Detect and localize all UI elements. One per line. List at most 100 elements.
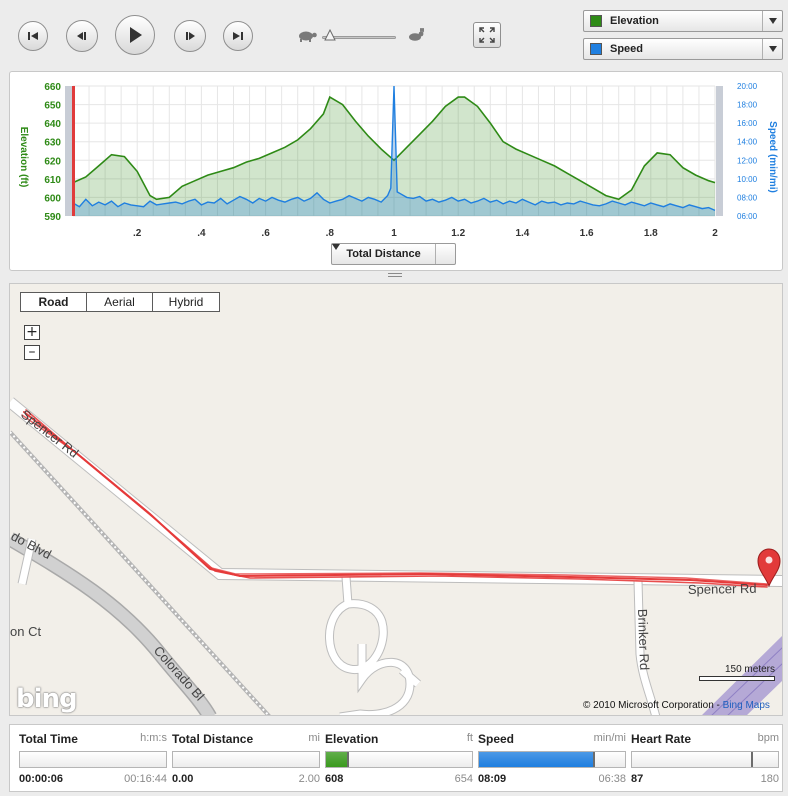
bing-maps-link[interactable]: Bing Maps: [722, 700, 770, 711]
speed-slider-thumb[interactable]: [323, 29, 336, 41]
y-right-tick-label: 06:00: [737, 212, 758, 221]
secondary-series-select[interactable]: Speed: [583, 38, 783, 60]
y-left-axis-title: Elevation (ft): [18, 127, 29, 188]
stat-speed: Speed min/mi 08:09 06:38: [478, 725, 626, 793]
scale-bar-graphic: [699, 676, 775, 681]
elevation-line: [72, 95, 716, 201]
map-type-hybrid[interactable]: Hybrid: [168, 295, 204, 309]
stat-name: Speed: [478, 732, 515, 746]
stat-bar-marker: [346, 752, 349, 767]
rabbit-icon: [409, 28, 424, 41]
stat-value: 0.00: [172, 773, 194, 785]
y-right-tick-label: 12:00: [737, 156, 758, 165]
x-tick-label: 2: [712, 228, 718, 239]
stat-unit: bpm: [757, 732, 779, 744]
right-axis-scrollbar[interactable]: [716, 86, 723, 216]
y-left-tick-label: 610: [44, 175, 61, 186]
x-tick-label: 1.4: [515, 228, 529, 239]
speed-slider-track[interactable]: [322, 36, 396, 39]
chevron-down-icon: [332, 244, 455, 264]
elevation-color-swatch: [590, 15, 602, 27]
expand-icon: [479, 27, 495, 43]
x-tick-label: 1: [391, 228, 397, 239]
elevation-speed-chart[interactable]: 590 600 610 620 630 640 650 660 06:00 08:00 10:00 1…: [10, 72, 784, 272]
y-left-tick-label: 640: [44, 119, 61, 130]
secondary-series-label: Speed: [610, 43, 644, 55]
y-right-axis-title: Speed (min/mi): [767, 121, 778, 193]
y-left-tick-label: 590: [44, 212, 61, 223]
y-left-tick-label: 620: [44, 156, 61, 167]
stat-unit: h:m:s: [140, 732, 167, 744]
chevron-down-icon: [762, 11, 782, 31]
current-position-marker[interactable]: [72, 86, 75, 216]
x-tick-label: .4: [197, 228, 206, 239]
stat-total-distance: Total Distance mi 0.00 2.00: [172, 725, 320, 793]
chart-panel: 590 600 610 620 630 640 650 660 06:00 08:00 10:00 1…: [9, 71, 783, 271]
step-forward-icon: [186, 32, 195, 40]
stat-value: 608: [325, 773, 344, 785]
skip-to-end-icon: [233, 32, 243, 40]
stat-bar: [478, 751, 626, 768]
stat-name: Heart Rate: [631, 732, 692, 746]
zoom-out-button[interactable]: –: [24, 345, 40, 360]
y-left-tick-label: 630: [44, 138, 61, 149]
elevation-area: [73, 97, 715, 216]
y-right-tick-label: 20:00: [737, 82, 758, 91]
x-tick-label: .8: [326, 228, 335, 239]
stat-unit: ft: [466, 732, 473, 744]
on-ct-label: on Ct: [10, 624, 41, 639]
y-right-tick-label: 10:00: [737, 175, 758, 184]
stat-unit: mi: [308, 732, 320, 744]
stat-max: 2.00: [298, 773, 320, 785]
bing-logo: bing: [16, 684, 78, 714]
skip-to-start-icon: [28, 32, 38, 40]
zoom-in-button[interactable]: +: [24, 325, 40, 340]
y-right-tick-label: 14:00: [737, 138, 758, 147]
stat-name: Elevation: [325, 732, 379, 746]
primary-series-select[interactable]: Elevation: [583, 10, 783, 32]
stat-value: 00:00:06: [19, 773, 64, 785]
stat-bar-marker: [593, 752, 596, 767]
colorado-blvd-label: Colorado Bl: [151, 643, 208, 704]
stat-elevation: Elevation ft 608 654: [325, 725, 473, 793]
scale-label: 150 meters: [724, 664, 775, 675]
x-tick-label: 1.6: [580, 228, 594, 239]
y-right-tick-label: 18:00: [737, 101, 758, 110]
stat-bar: [631, 751, 779, 768]
map-panel[interactable]: Spencer Rd Spencer Rd do Blvd Colorado B…: [9, 283, 783, 716]
panel-splitter[interactable]: [388, 273, 402, 279]
left-axis-scrollbar[interactable]: [65, 86, 72, 216]
y-left-tick-label: 600: [44, 193, 61, 204]
x-tick-label: .2: [133, 228, 142, 239]
y-left-tick-label: 650: [44, 101, 61, 112]
playback-speed-slider[interactable]: [296, 26, 434, 46]
stats-panel: Total Time h:m:s 00:00:06 00:16:44 Total Dis…: [9, 724, 783, 792]
map-type-aerial[interactable]: Aerial: [87, 293, 153, 311]
stat-name: Total Time: [19, 732, 78, 746]
chevron-down-icon: [762, 39, 782, 59]
play-button[interactable]: [115, 15, 155, 55]
stat-bar: [19, 751, 167, 768]
x-axis-select-label: Total Distance: [346, 248, 421, 260]
stat-bar: [172, 751, 320, 768]
turtle-icon: [299, 31, 317, 42]
skip-to-end-button[interactable]: [223, 21, 253, 51]
step-forward-button[interactable]: [174, 20, 206, 52]
stat-max: 06:38: [598, 773, 626, 785]
speed-line: [72, 85, 716, 212]
brinker-rd-label: Brinker Rd: [635, 609, 652, 671]
location-pin-icon[interactable]: [757, 548, 781, 588]
map-canvas[interactable]: Spencer Rd Spencer Rd do Blvd Colorado B…: [10, 284, 783, 716]
skip-to-start-button[interactable]: [18, 21, 48, 51]
stat-bar-marker: [750, 752, 753, 767]
map-copyright: © 2010 Microsoft Corporation - Bing Maps: [583, 700, 770, 711]
map-type-road[interactable]: Road: [21, 293, 87, 311]
play-icon: [130, 27, 142, 43]
fullscreen-button[interactable]: [473, 22, 501, 48]
spencer-rd-label-lower: Spencer Rd: [688, 581, 757, 597]
step-back-icon: [77, 32, 86, 40]
speed-area: [73, 86, 715, 216]
x-axis-select[interactable]: Total Distance: [331, 243, 456, 265]
map-scale-bar: 150 meters: [699, 664, 775, 681]
step-back-button[interactable]: [66, 20, 98, 52]
